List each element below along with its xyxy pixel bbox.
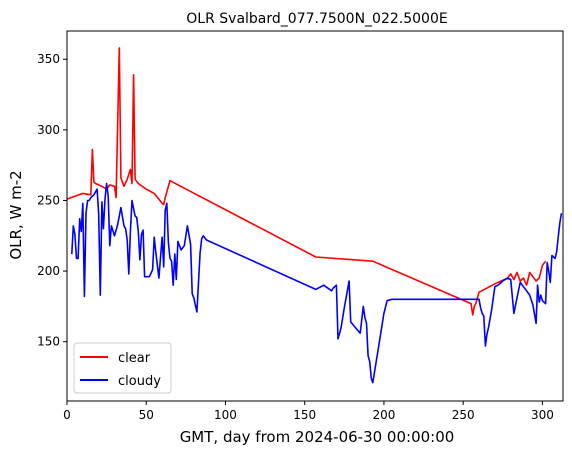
x-ticks: 0 50 100 150 200 250 300 (63, 401, 554, 422)
x-tick-label: 250 (452, 408, 475, 422)
x-tick-label: 50 (139, 408, 154, 422)
series-line-cloudy (71, 182, 563, 384)
series-line-clear (67, 47, 547, 316)
y-tick-label: 300 (37, 123, 60, 137)
x-tick-label: 100 (214, 408, 237, 422)
x-tick-label: 300 (531, 408, 554, 422)
axes-frame (66, 30, 564, 402)
x-tick-label: 200 (372, 408, 395, 422)
y-tick-label: 250 (37, 193, 60, 207)
x-axis-label: GMT, day from 2024-06-30 00:00:00 (180, 428, 455, 446)
y-tick-label: 150 (37, 335, 60, 349)
y-tick-label: 350 (37, 52, 60, 66)
y-axis-label: OLR, W m-2 (7, 170, 25, 259)
legend-label-cloudy: cloudy (118, 374, 161, 389)
legend: clear cloudy (73, 342, 172, 394)
chart-title: OLR Svalbard_077.7500N_022.5000E (186, 11, 447, 27)
legend-label-clear: clear (118, 351, 151, 366)
y-ticks: 150 200 250 300 350 (37, 52, 67, 349)
x-tick-label: 150 (293, 408, 316, 422)
y-tick-label: 200 (37, 264, 60, 278)
plot-layer (67, 47, 563, 384)
x-tick-label: 0 (63, 408, 71, 422)
